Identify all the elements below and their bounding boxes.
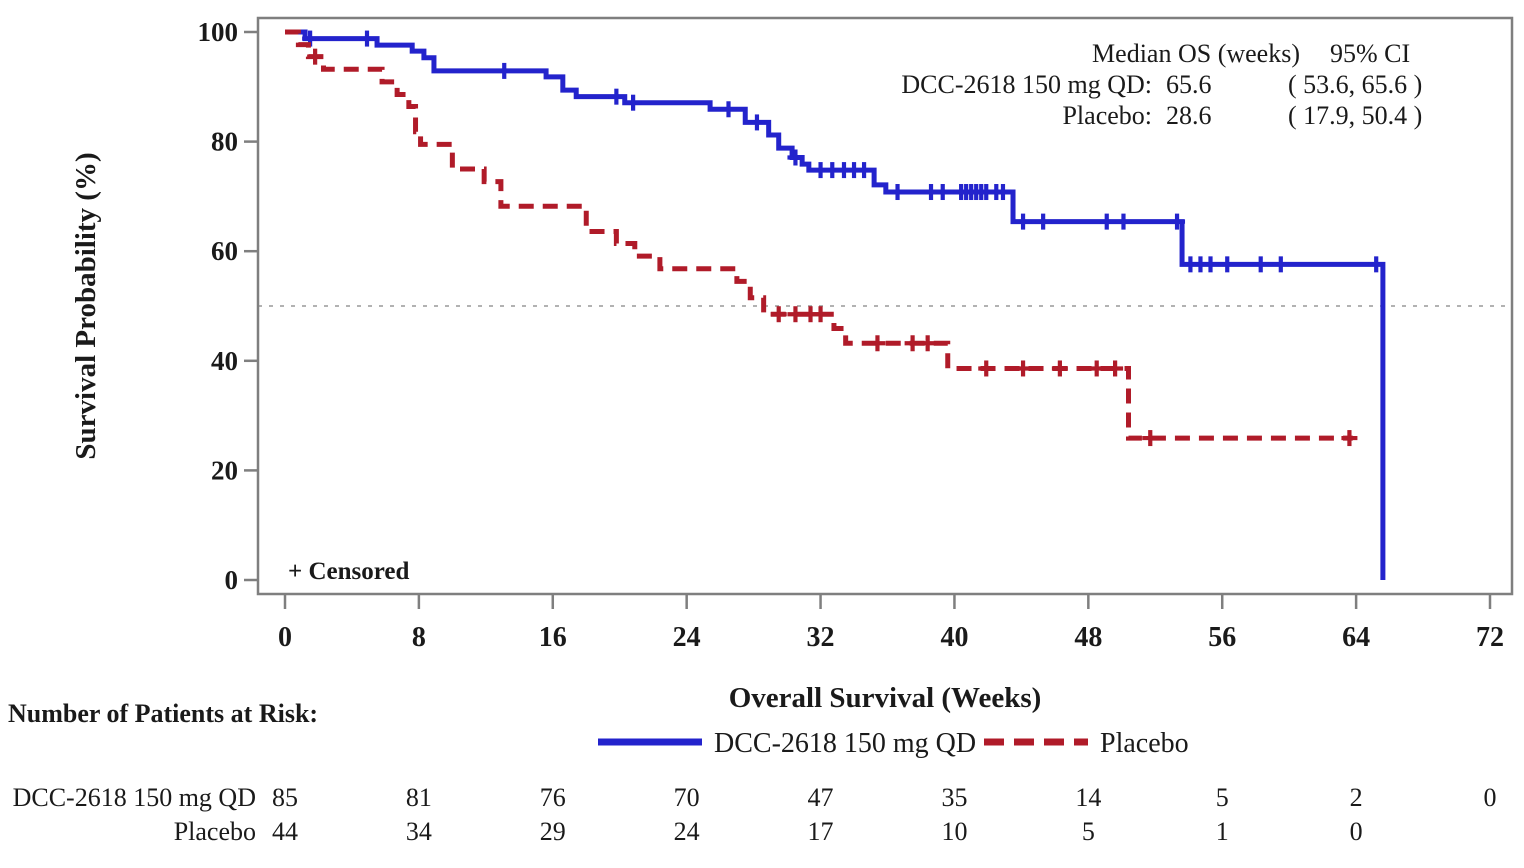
risk-count: 0 [1484,783,1497,812]
censor-marks-dcc2618 [302,30,1385,273]
censor-marks-placebo [307,48,1358,447]
km-curve-dcc2618 [285,29,1386,580]
risk-table-title: Number of Patients at Risk: [8,699,318,728]
y-tick-label: 80 [211,127,238,157]
annotation-row-label: DCC-2618 150 mg QD: [901,70,1152,99]
censored-note: + Censored [288,558,410,585]
risk-count: 0 [1350,817,1363,846]
legend-label-placebo: Placebo [1100,728,1189,759]
legend-label-dcc2618: DCC-2618 150 mg QD [714,728,976,759]
plot-border [256,16,1514,596]
risk-table: Number of Patients at Risk: DCC-2618 150 … [8,699,1497,846]
y-tick-label: 20 [211,455,238,485]
risk-count: 29 [540,817,566,846]
risk-row-label: Placebo [174,817,256,846]
annotation-col2-header: 95% CI [1330,39,1410,68]
x-tick-label: 32 [807,622,835,653]
km-curve-placebo [285,29,1353,441]
legend: DCC-2618 150 mg QD Placebo [598,728,1189,759]
y-tick-label: 40 [211,346,238,376]
annotation-col1-header: Median OS (weeks) [1092,39,1300,68]
risk-count: 24 [674,817,700,846]
x-tick-label: 40 [940,622,968,653]
x-tick-label: 24 [673,622,701,653]
risk-count: 1 [1216,817,1229,846]
y-axis: 0 20 40 60 80 100 [198,17,258,595]
median-annotation: Median OS (weeks) 95% CI DCC-2618 150 mg Q… [901,39,1422,130]
risk-count: 81 [406,783,432,812]
risk-count: 10 [941,817,967,846]
y-tick-label: 100 [198,17,239,47]
y-tick-label: 0 [225,565,239,595]
annotation-median-value: 28.6 [1166,101,1212,130]
x-tick-label: 56 [1208,622,1236,653]
risk-count: 34 [406,817,432,846]
x-tick-label: 8 [412,622,426,653]
x-tick-label: 16 [539,622,567,653]
risk-count: 47 [808,783,834,812]
x-tick-label: 72 [1476,622,1504,653]
risk-count: 44 [272,817,298,846]
annotation-ci-value: ( 17.9, 50.4 ) [1288,101,1422,130]
risk-row-label: DCC-2618 150 mg QD [13,783,256,812]
risk-count: 17 [808,817,834,846]
x-tick-label: 64 [1342,622,1370,653]
risk-count: 5 [1082,817,1095,846]
annotation-ci-value: ( 53.6, 65.6 ) [1288,70,1422,99]
annotation-row-label: Placebo: [1062,101,1152,130]
x-tick-label: 48 [1074,622,1102,653]
risk-count: 2 [1350,783,1363,812]
annotation-median-value: 65.6 [1166,70,1212,99]
y-axis-title: Survival Probability (%) [70,152,102,459]
risk-count: 76 [540,783,566,812]
x-axis-title: Overall Survival (Weeks) [729,682,1042,714]
risk-count: 5 [1216,783,1229,812]
x-axis: 0 8 16 24 32 40 48 56 64 72 [278,594,1504,653]
y-tick-label: 60 [211,236,238,266]
x-tick-label: 0 [278,622,292,653]
risk-count: 35 [941,783,967,812]
risk-count: 85 [272,783,298,812]
risk-count: 70 [674,783,700,812]
risk-count: 14 [1075,783,1101,812]
